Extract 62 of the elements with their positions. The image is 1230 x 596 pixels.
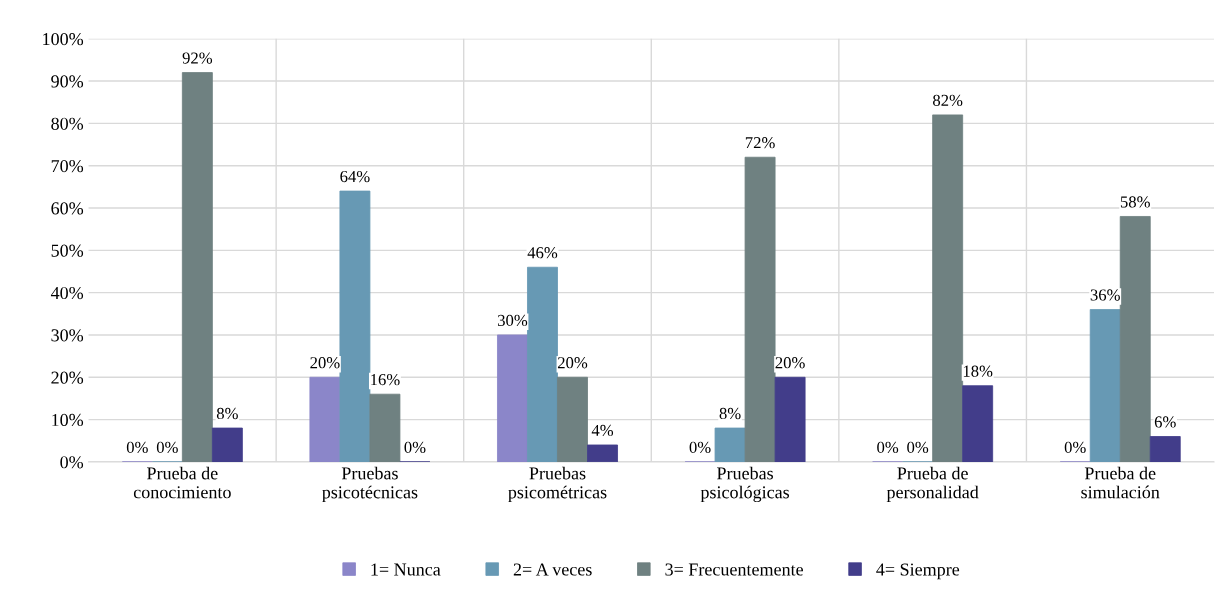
data-label: 0% (907, 441, 929, 454)
bar (744, 156, 776, 462)
x-tick-label: Pruebas psicométricas (508, 466, 607, 503)
data-label: 20% (310, 357, 340, 369)
y-tick-label: 40% (50, 286, 84, 300)
y-tick-label: 80% (51, 117, 84, 130)
data-label: 20% (775, 357, 805, 369)
data-label: 8% (719, 407, 741, 420)
data-label: 46% (527, 247, 558, 259)
data-label: 0% (1064, 441, 1086, 454)
y-tick-label: 30% (51, 329, 84, 342)
x-tick-label: Prueba de conocimiento (133, 466, 231, 499)
data-label: 0% (689, 441, 711, 454)
data-label: 72% (745, 137, 775, 149)
y-tick-label: 100% (43, 33, 84, 46)
x-tick-label: Prueba de simulación (1081, 466, 1160, 499)
data-label: 20% (557, 357, 588, 369)
x-tick-label: Pruebas psicológicas (700, 466, 790, 503)
data-label: 58% (1120, 196, 1150, 208)
bar (181, 72, 213, 462)
data-label: 36% (1090, 289, 1120, 301)
bar (497, 334, 528, 462)
bar (369, 393, 401, 462)
bar (557, 376, 588, 462)
y-tick-label: 70% (51, 159, 84, 173)
x-tick-label: Prueba de personalidad (886, 466, 979, 503)
x-tick-label: Pruebas psicotécnicas (322, 466, 418, 503)
legend-label: 1= Nunca (371, 563, 441, 576)
legend-label: 4= Siempre (876, 563, 960, 580)
bar (962, 385, 994, 462)
data-label: 92% (182, 52, 213, 64)
bar (527, 266, 558, 462)
data-label: 4% (591, 424, 614, 437)
bar (309, 376, 341, 462)
data-label: 64% (340, 170, 370, 183)
data-label: 0% (877, 441, 899, 454)
bar (587, 444, 618, 462)
bar (1149, 436, 1181, 462)
y-tick-label: 90% (51, 75, 84, 88)
bar (774, 376, 806, 462)
y-tick-label: 20% (51, 371, 84, 384)
data-label: 0% (404, 441, 426, 454)
data-label: 0% (156, 441, 178, 454)
y-tick-label: 50% (51, 244, 84, 257)
legend-label: 2= A veces (513, 563, 592, 576)
bar (1119, 216, 1151, 462)
y-tick-label: 60% (51, 202, 84, 215)
legend-label: 3= Frecuentemente (665, 563, 803, 576)
bar (339, 190, 371, 462)
data-label: 6% (1154, 416, 1176, 428)
data-label: 82% (933, 94, 963, 107)
data-label: 16% (371, 374, 400, 386)
bar (714, 427, 746, 462)
y-tick-label: 10% (52, 413, 84, 427)
data-label: 18% (963, 365, 993, 377)
bar (932, 114, 964, 462)
y-tick-label: 0% (60, 456, 84, 469)
data-label: 0% (126, 441, 148, 454)
data-label: 30% (498, 314, 528, 327)
bar (1089, 309, 1121, 462)
data-label: 8% (216, 407, 238, 420)
bar (211, 427, 243, 462)
